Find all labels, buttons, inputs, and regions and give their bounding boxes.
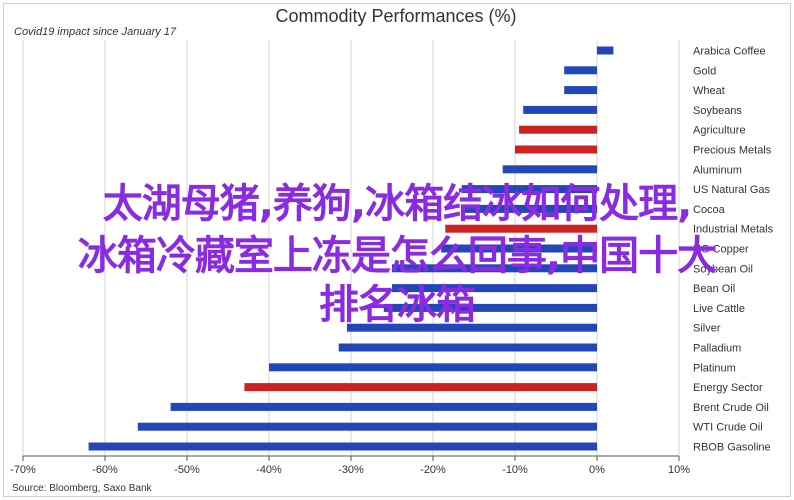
category-label: Silver bbox=[693, 323, 721, 335]
x-tick-label: -60% bbox=[92, 464, 118, 476]
category-label: Wheat bbox=[693, 85, 725, 97]
category-label: Brent Crude Oil bbox=[693, 402, 769, 414]
bar bbox=[461, 204, 597, 213]
bar bbox=[519, 125, 597, 134]
category-label: Palladium bbox=[693, 343, 741, 355]
category-label: Platinum bbox=[693, 362, 736, 374]
x-tick-label: -50% bbox=[174, 464, 200, 476]
category-label: RBOB Gasoline bbox=[693, 442, 771, 454]
category-label: Energy Sector bbox=[693, 382, 763, 394]
category-label: Aluminum bbox=[693, 164, 742, 176]
bar bbox=[269, 363, 597, 372]
bar bbox=[515, 145, 597, 154]
category-label: Arabica Coffee bbox=[693, 46, 766, 58]
category-label: Industrial Metals bbox=[693, 224, 774, 236]
category-label: Agriculture bbox=[693, 125, 746, 137]
bar bbox=[392, 264, 597, 273]
x-tick-label: -10% bbox=[502, 464, 528, 476]
bar bbox=[564, 66, 597, 75]
category-label: US Natural Gas bbox=[693, 184, 771, 196]
bar bbox=[170, 402, 597, 411]
category-label: Gold bbox=[693, 65, 716, 77]
bar bbox=[523, 105, 597, 114]
x-tick-label: 0% bbox=[589, 464, 605, 476]
x-tick-label: -70% bbox=[10, 464, 36, 476]
bar bbox=[383, 303, 597, 312]
category-label: WTI Crude Oil bbox=[693, 422, 763, 434]
bar bbox=[338, 343, 597, 352]
category-label: Bean Oil bbox=[693, 283, 735, 295]
bar bbox=[441, 244, 597, 253]
chart-source: Source: Bloomberg, Saxo Bank bbox=[12, 483, 153, 494]
category-label: Live Cattle bbox=[693, 303, 745, 315]
bar bbox=[392, 284, 597, 293]
bar bbox=[502, 165, 597, 174]
category-label: Soybeans bbox=[693, 105, 742, 117]
bar-layer bbox=[88, 46, 614, 451]
bar bbox=[597, 46, 614, 55]
chart-frame bbox=[3, 3, 791, 497]
category-label: HG Copper bbox=[693, 244, 749, 256]
category-label: Cocoa bbox=[693, 204, 726, 216]
category-label: Soybean Oil bbox=[693, 263, 753, 275]
x-tick-label: 10% bbox=[668, 464, 690, 476]
chart-subtitle: Covid19 impact since January 17 bbox=[14, 26, 177, 38]
category-label: Precious Metals bbox=[693, 145, 772, 157]
x-tick-label: -40% bbox=[256, 464, 282, 476]
bar bbox=[564, 86, 597, 95]
bar bbox=[88, 442, 597, 451]
chart-title: Commodity Performances (%) bbox=[275, 6, 516, 26]
bar bbox=[137, 422, 598, 431]
x-tick-label: -30% bbox=[338, 464, 364, 476]
bar bbox=[445, 224, 597, 233]
x-tick-label: -20% bbox=[420, 464, 446, 476]
bar bbox=[461, 185, 597, 194]
bar bbox=[244, 383, 597, 392]
bar bbox=[346, 323, 597, 332]
axis-layer: -70% -60% -50% -40% -30% -20% -10% 0% 10% Arabica… bbox=[10, 46, 773, 477]
